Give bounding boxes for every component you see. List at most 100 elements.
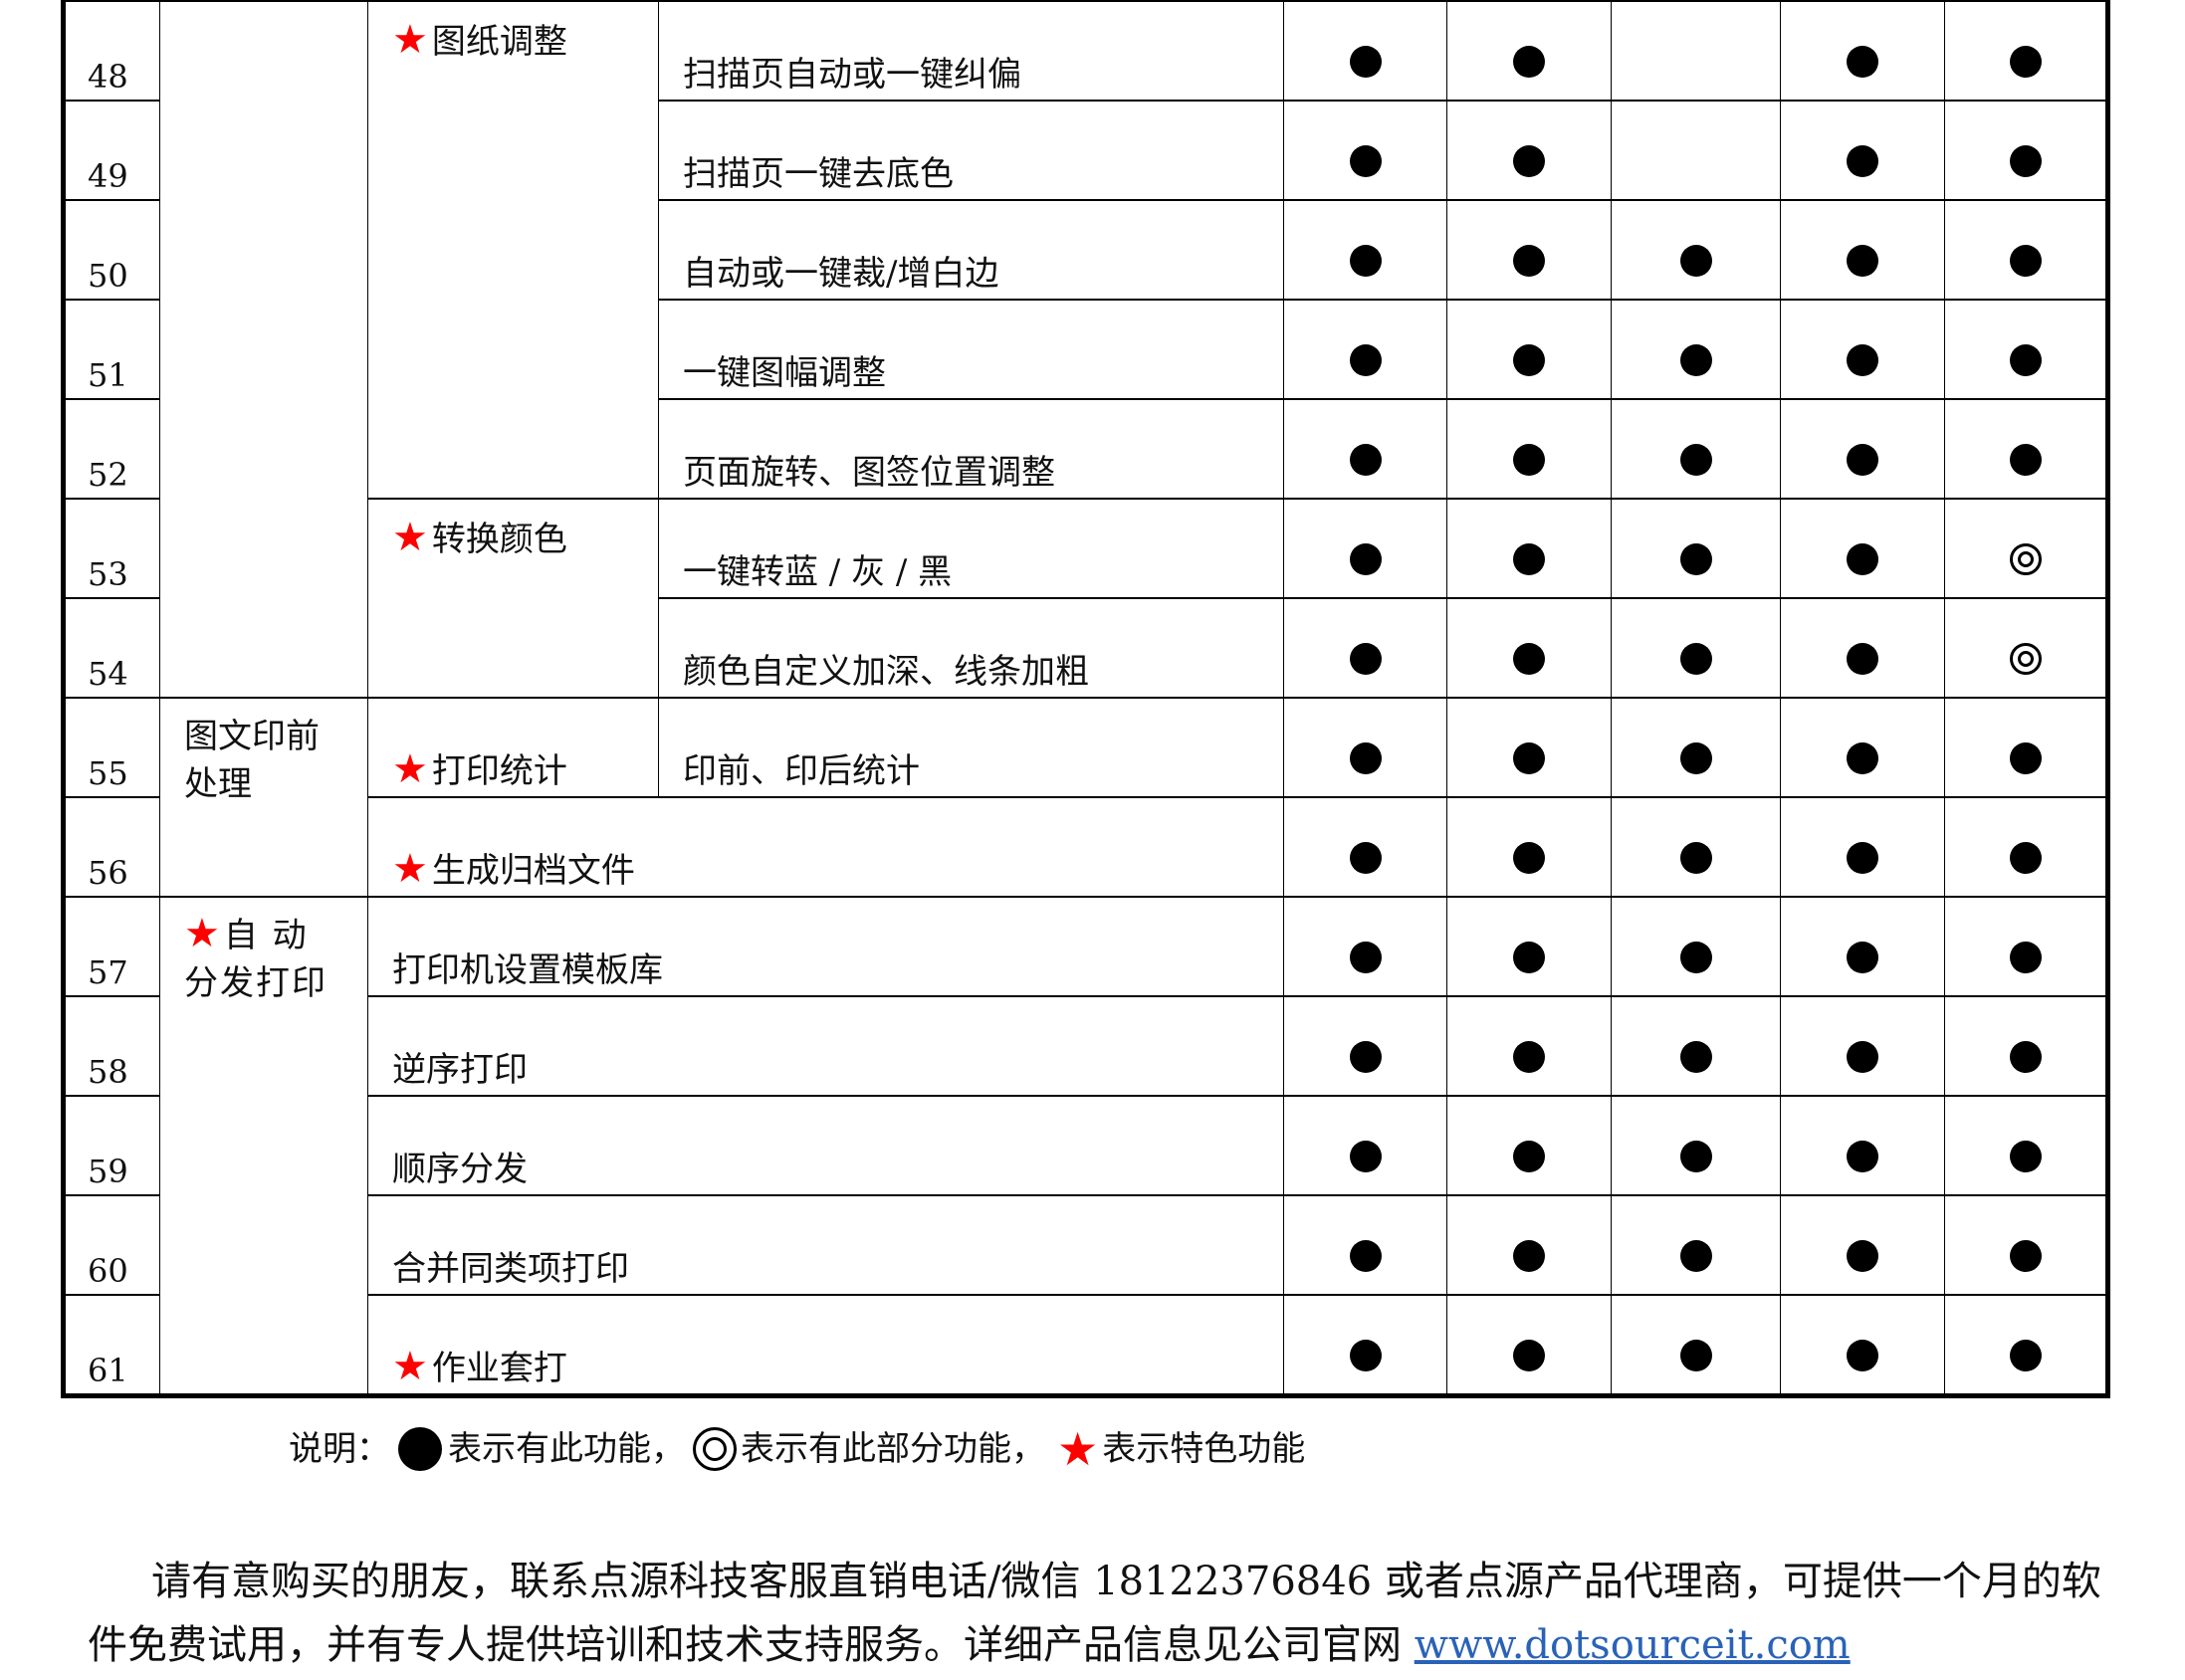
mark-cell [1611,1095,1781,1196]
feature-table: 48 ★ 图纸调整 扫描页自动或一键纠偏 49 扫描页一键去底色 50 自动或一键裁/增白边 5… [61,0,2110,1398]
feature-description: 打印机设置模板库 [367,896,1284,997]
mark-cell [1283,896,1447,997]
row-number: 51 [63,299,160,400]
mark-cell [1944,896,2108,997]
mark-cell [1446,597,1612,699]
mark-cell [1611,597,1781,699]
mark-cell [1780,199,1945,301]
feature-description-label: 页面旋转、图签位置调整 [683,453,1055,493]
mark-cell [1446,0,1612,102]
table-row: 57 ★ 自 动 分发打印 打印机设置模板库 [63,896,2108,1397]
full-dot-icon [2009,1340,2042,1371]
mark-cell [1944,398,2108,500]
full-dot-icon [1349,543,1382,575]
feature-description: 页面旋转、图签位置调整 [658,398,1284,500]
feature-description-label: 颜色自定义加深、线条加粗 [683,652,1089,692]
full-dot-icon [1513,145,1545,177]
full-dot-icon [1349,1141,1382,1172]
full-dot-icon [1847,245,1878,277]
full-dot-icon [1847,842,1878,874]
row-number: 50 [63,199,160,301]
row-number: 58 [63,995,160,1097]
full-dot-icon [1513,245,1545,277]
full-dot-icon [2009,1141,2042,1172]
full-dot-icon [1679,444,1712,476]
full-dot-icon [1349,942,1382,973]
full-dot-icon [1349,742,1382,774]
mark-cell [1780,1194,1945,1296]
mark-cell [1611,299,1781,400]
category-prepress-label: 图文印前处理 [184,717,320,804]
feature-description: 逆序打印 [367,995,1284,1097]
mark-cell [1446,398,1612,500]
full-dot-icon [1679,344,1712,376]
full-dot-icon [1847,1041,1878,1073]
mark-cell [1611,995,1781,1097]
feature-description-label: 合并同类项打印 [392,1249,629,1289]
feature-description: 一键图幅调整 [658,299,1284,400]
full-dot-icon [1679,1340,1712,1371]
mark-cell [1446,896,1612,997]
feature-description: 自动或一键裁/增白边 [658,199,1284,301]
mark-cell [1780,100,1945,201]
table-row: 49 扫描页一键去底色 [63,100,2108,201]
feature-convert-color: ★ 转换颜色 [367,498,659,699]
full-dot-icon [2009,942,2042,973]
feature-description-label: 扫描页一键去底色 [683,154,954,194]
full-dot-icon [1513,543,1545,575]
category-auto-print: ★ 自 动 分发打印 [159,896,368,1397]
mark-cell [1283,995,1447,1097]
feature-description-label: 打印机设置模板库 [392,950,663,990]
mark-cell [1283,0,1447,102]
mark-cell [1283,1194,1447,1296]
full-dot-icon [2009,245,2042,277]
full-dot-icon [1847,543,1878,575]
mark-cell [1611,100,1781,201]
legend-partial: 表示有此部分功能， [741,1429,1045,1469]
full-dot-icon [1349,643,1382,675]
full-dot-icon [2009,1041,2042,1073]
full-dot-icon [2009,842,2042,874]
mark-cell [1780,896,1945,997]
table-row: 48 ★ 图纸调整 扫描页自动或一键纠偏 [63,0,2108,699]
feature-convert-color-label: 转换颜色 [431,520,567,559]
full-dot-icon [1513,344,1545,376]
full-dot-icon [1679,245,1712,277]
full-dot-icon [1679,842,1712,874]
row-number: 60 [63,1194,160,1296]
mark-cell [1446,1194,1612,1296]
mark-cell [1944,498,2108,599]
mark-cell [1446,796,1612,898]
feature-description-label: 扫描页自动或一键纠偏 [683,55,1021,95]
mark-cell [1283,597,1447,699]
table-row: 54 颜色自定义加深、线条加粗 [63,597,2108,699]
star-icon: ★ [392,17,428,63]
full-dot-icon [2009,46,2042,78]
website-link[interactable]: www.dotsourceit.com [1414,1622,1851,1668]
row-number: 56 [63,796,160,898]
mark-cell [1611,398,1781,500]
mark-cell [1611,1194,1781,1296]
full-dot-icon [1847,1340,1878,1371]
table-row: 60 合并同类项打印 [63,1194,2108,1296]
full-dot-icon [1847,643,1878,675]
mark-cell [1611,896,1781,997]
row-number: 59 [63,1095,160,1196]
row-number: 57 [63,896,160,997]
feature-print-stats-label: 打印统计 [431,751,567,791]
mark-cell [1944,100,2108,201]
full-dot-icon [1847,1240,1878,1272]
row-number: 55 [63,697,160,798]
mark-cell [1944,199,2108,301]
table-row: 59 顺序分发 [63,1095,2108,1196]
feature-description-label: 印前、印后统计 [683,751,920,791]
feature-description-label: 自动或一键裁/增白边 [683,254,999,294]
star-icon: ★ [184,911,220,956]
table-row: 53 ★ 转换颜色 一键转蓝 / 灰 / 黑 [63,498,2108,699]
full-dot-icon [1513,643,1545,675]
mark-cell [1611,199,1781,301]
full-dot-icon [1847,145,1878,177]
row-number: 52 [63,398,160,500]
table-row: 52 页面旋转、图签位置调整 [63,398,2108,500]
